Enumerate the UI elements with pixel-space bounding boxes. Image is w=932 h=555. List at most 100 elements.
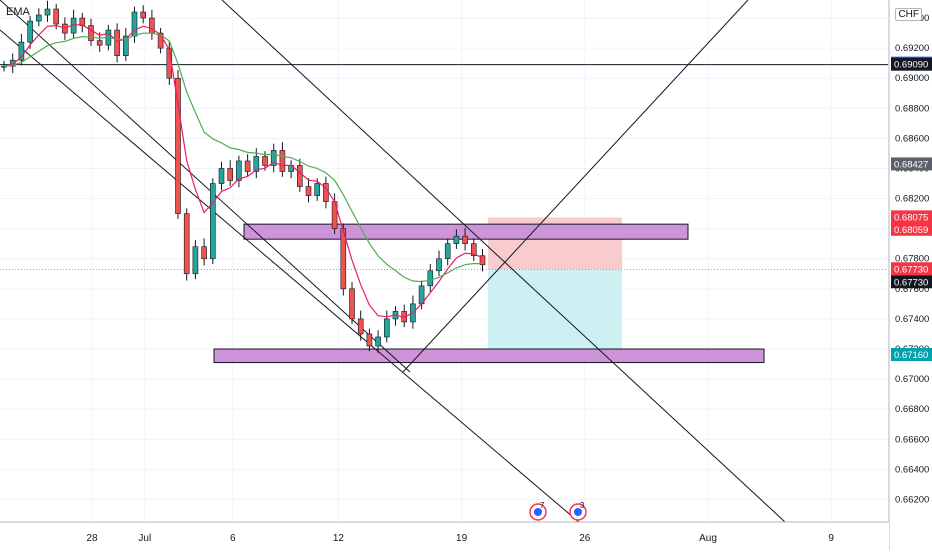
candle-body [149,17,155,34]
trend-line [0,0,411,373]
event-count: 3 [580,501,585,510]
price-label-badge [891,222,932,236]
event-count: 7 [540,501,545,510]
price-tick-label: 0.66800 [895,404,929,415]
candle-body [314,183,321,196]
candle-body [244,160,251,172]
candle-body [53,8,60,25]
time-tick-label: 28 [86,533,98,544]
price-label-badge [891,157,932,171]
take-profit-box [488,269,622,356]
price-tick-label: 0.67400 [895,314,929,325]
trend-line [402,0,749,373]
candle-body [453,235,460,245]
price-tick-label: 0.68600 [895,133,929,144]
candle-body [157,32,164,49]
price-tick-label: 0.67600 [895,284,929,295]
price-label-badge [891,348,932,362]
price-tick-label: 0.66600 [895,434,929,445]
candle-body [35,14,42,22]
candle-body [279,150,286,172]
price-tick-label: 0.67800 [895,254,929,265]
candle-body [357,318,364,335]
candle-body [375,336,381,347]
candle-body [9,59,16,67]
candles [1,0,486,353]
candle-body [183,213,190,275]
candle-body [88,25,94,41]
price-label-badge [891,210,932,224]
support-zone [213,348,765,364]
price-tick-label: 0.66400 [895,464,929,475]
candle-body [366,333,373,347]
candle-body [236,160,242,181]
candle-body [27,20,33,43]
ema-lines [3,24,483,318]
price-label-text: 0.67730 [894,264,928,275]
currency-label[interactable]: CHF [895,8,922,21]
chart-grid [0,0,888,522]
candle-body [192,246,199,275]
candle-body [270,150,277,166]
price-tick-label: 0.68200 [895,194,929,205]
chart-zones [213,217,765,364]
candle-body [462,235,468,245]
candle-body [18,41,25,61]
time-tick-label: 26 [579,533,591,544]
price-label-badge [891,57,932,71]
candle-body [123,35,129,56]
price-tick-label: 0.67000 [895,374,929,385]
time-tick-label: Aug [699,533,717,544]
price-label-text: 0.67730 [894,277,928,288]
trend-line [221,0,786,523]
candle-body [114,29,120,56]
candle-body [427,270,434,287]
trend-lines [0,0,888,541]
time-axis-bg [0,522,889,550]
price-label-badge [891,275,932,289]
time-tick-label: 12 [333,533,345,544]
event-flag-icon [574,508,582,516]
candle-body [305,186,312,196]
price-label-text: 0.68059 [894,225,928,236]
price-label-text: 0.68075 [894,212,928,223]
candle-body [175,77,181,214]
candle-body [296,165,303,187]
candle-body [210,183,216,260]
price-label-text: 0.68427 [894,159,928,170]
ema-fast-line [3,24,483,318]
price-tick-label: 0.69200 [895,43,929,54]
candle-body [470,243,477,257]
time-axis: 28Jul6121926Aug916 [0,521,889,550]
price-label-text: 0.69090 [894,60,928,71]
trend-line [0,29,601,541]
candle-body [140,11,146,19]
candle-body [436,258,442,272]
time-tick-label: 9 [828,533,834,544]
ema-legend-label[interactable]: EMA [6,6,30,18]
candle-body [349,288,355,320]
candle-body [479,255,486,266]
price-axis: 0.694000.692000.690000.688000.686000.684… [888,0,932,550]
candle-body [96,40,103,46]
event-flag-icon [534,508,542,516]
price-tick-label: 0.68800 [895,103,929,114]
candle-body [218,168,225,184]
time-tick-label: Jul [138,533,151,544]
candle-body [44,8,51,16]
candle-body [253,156,260,172]
time-tick-label: 19 [456,533,468,544]
candle-body [262,156,268,166]
price-tick-label: 0.66200 [895,494,929,505]
candle-body [383,318,390,338]
candle-body [227,168,233,181]
price-label-text: 0.67160 [894,350,928,361]
ema-slow-line [3,32,483,283]
candle-body [444,243,451,260]
price-tick-label: 0.69000 [895,73,929,84]
time-tick-label: 6 [230,533,236,544]
price-label-badge [891,262,932,276]
